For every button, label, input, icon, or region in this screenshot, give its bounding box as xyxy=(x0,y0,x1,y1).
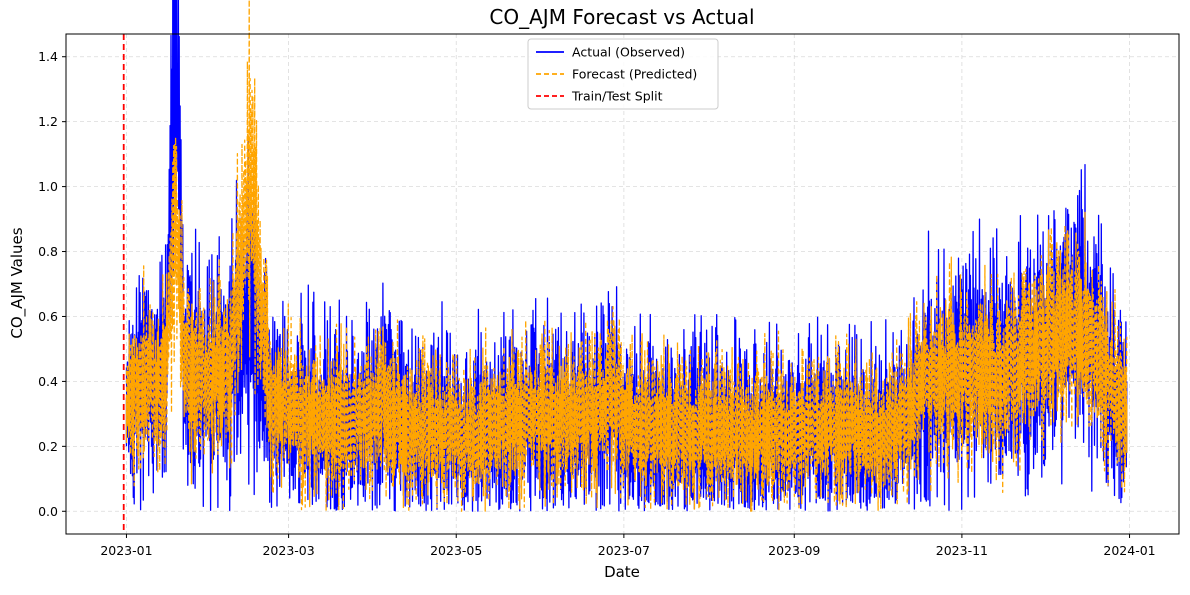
y-tick-label: 0.4 xyxy=(38,374,58,389)
y-tick-label: 0.6 xyxy=(38,309,58,324)
ticks: 0.0 0.2 0.4 0.6 0.8 1.0 1.2 1.4 2023-01 2023-03 20… xyxy=(38,49,1156,558)
series-layer xyxy=(125,0,1128,512)
y-tick-label: 1.0 xyxy=(38,179,58,194)
y-tick-label: 1.2 xyxy=(38,114,58,129)
chart-title: CO_AJM Forecast vs Actual xyxy=(489,5,754,29)
legend-label: Actual (Observed) xyxy=(572,45,685,60)
y-axis-label: CO_AJM Values xyxy=(8,227,27,338)
plot-frame xyxy=(65,33,1180,535)
legend-label: Forecast (Predicted) xyxy=(572,67,697,82)
forecast-series-line xyxy=(125,0,1128,512)
y-tick-label: 0.8 xyxy=(38,244,58,259)
y-tick-label: 1.4 xyxy=(38,49,58,64)
legend-label: Train/Test Split xyxy=(571,89,663,104)
x-tick-label: 2024-01 xyxy=(1103,543,1155,558)
legend-box xyxy=(527,38,719,110)
legend: Actual (Observed) Forecast (Predicted) Tra… xyxy=(527,38,719,110)
x-tick-label: 2023-11 xyxy=(936,543,988,558)
x-tick-label: 2023-01 xyxy=(100,543,152,558)
x-tick-label: 2023-09 xyxy=(768,543,820,558)
x-tick-label: 2023-07 xyxy=(598,543,650,558)
y-tick-label: 0.0 xyxy=(38,504,58,519)
x-axis-label: Date xyxy=(604,563,640,581)
y-tick-label: 0.2 xyxy=(38,439,58,454)
x-tick-label: 2023-03 xyxy=(262,543,314,558)
x-tick-label: 2023-05 xyxy=(430,543,482,558)
